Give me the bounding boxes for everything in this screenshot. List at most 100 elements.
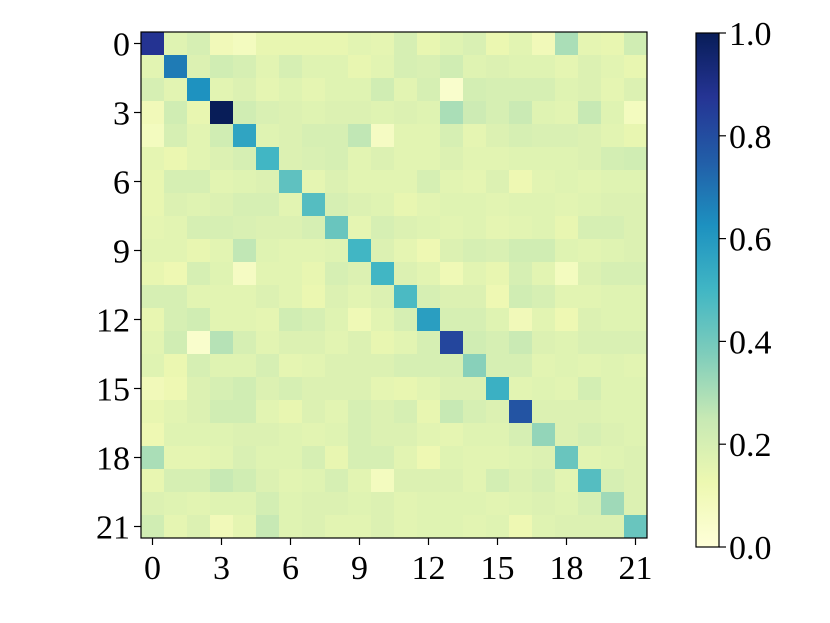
heatmap-cell-11-6 xyxy=(279,285,303,309)
heatmap-cell-7-20 xyxy=(601,193,625,217)
heatmap-cell-6-4 xyxy=(233,170,257,194)
heatmap-cell-1-11 xyxy=(394,55,418,79)
heatmap-cell-10-15 xyxy=(486,262,510,286)
heatmap-cell-7-16 xyxy=(509,193,533,217)
heatmap-cell-5-6 xyxy=(279,147,303,171)
heatmap-cell-12-10 xyxy=(371,308,395,332)
heatmap-cell-10-3 xyxy=(210,262,234,286)
x-tick-label-21: 21 xyxy=(619,550,653,587)
heatmap-cell-17-19 xyxy=(578,423,602,447)
heatmap-cell-2-7 xyxy=(302,78,326,102)
heatmap-cell-1-0 xyxy=(141,55,165,79)
heatmap-cell-4-19 xyxy=(578,124,602,148)
heatmap-cell-18-12 xyxy=(417,446,441,470)
heatmap-cell-14-16 xyxy=(509,354,533,378)
heatmap-cell-21-8 xyxy=(325,515,349,539)
heatmap-cell-0-14 xyxy=(463,32,487,56)
heatmap-cell-19-12 xyxy=(417,469,441,493)
heatmap-cell-21-4 xyxy=(233,515,257,539)
heatmap-cell-5-17 xyxy=(532,147,556,171)
heatmap-cell-13-16 xyxy=(509,331,533,355)
heatmap-cell-15-18 xyxy=(555,377,579,401)
heatmap-cell-1-6 xyxy=(279,55,303,79)
heatmap-cell-16-1 xyxy=(164,400,188,424)
heatmap-cell-10-18 xyxy=(555,262,579,286)
heatmap-cell-20-5 xyxy=(256,492,280,516)
heatmap-cell-13-8 xyxy=(325,331,349,355)
heatmap-cell-10-20 xyxy=(601,262,625,286)
heatmap-cell-11-16 xyxy=(509,285,533,309)
heatmap-cell-0-5 xyxy=(256,32,280,56)
heatmap-cell-7-1 xyxy=(164,193,188,217)
heatmap-cell-14-5 xyxy=(256,354,280,378)
heatmap-cell-7-4 xyxy=(233,193,257,217)
heatmap-cell-12-6 xyxy=(279,308,303,332)
heatmap-cell-8-5 xyxy=(256,216,280,240)
heatmap-cell-21-6 xyxy=(279,515,303,539)
heatmap-cell-14-0 xyxy=(141,354,165,378)
heatmap-cell-9-8 xyxy=(325,239,349,263)
heatmap-cell-6-9 xyxy=(348,170,372,194)
heatmap-cell-16-13 xyxy=(440,400,464,424)
heatmap-cell-1-4 xyxy=(233,55,257,79)
heatmap-cell-2-21 xyxy=(624,78,648,102)
heatmap-cell-17-15 xyxy=(486,423,510,447)
heatmap-cell-13-3 xyxy=(210,331,234,355)
heatmap-cell-2-13 xyxy=(440,78,464,102)
heatmap-cell-7-2 xyxy=(187,193,211,217)
heatmap-cell-12-19 xyxy=(578,308,602,332)
heatmap-cell-15-20 xyxy=(601,377,625,401)
heatmap-cell-19-20 xyxy=(601,469,625,493)
heatmap-cell-19-10 xyxy=(371,469,395,493)
heatmap-cell-12-14 xyxy=(463,308,487,332)
heatmap-cell-10-12 xyxy=(417,262,441,286)
heatmap-cell-17-17 xyxy=(532,423,556,447)
heatmap-cell-6-19 xyxy=(578,170,602,194)
heatmap-cell-11-19 xyxy=(578,285,602,309)
heatmap-cell-7-3 xyxy=(210,193,234,217)
heatmap-cell-7-12 xyxy=(417,193,441,217)
colorbar-tick-label-0.2: 0.2 xyxy=(729,427,772,464)
heatmap-cell-2-12 xyxy=(417,78,441,102)
heatmap-cell-21-9 xyxy=(348,515,372,539)
heatmap-cell-3-6 xyxy=(279,101,303,125)
heatmap-cell-6-2 xyxy=(187,170,211,194)
heatmap-cell-0-18 xyxy=(555,32,579,56)
heatmap-cell-19-7 xyxy=(302,469,326,493)
heatmap-cell-20-10 xyxy=(371,492,395,516)
heatmap-cell-6-13 xyxy=(440,170,464,194)
heatmap-cell-3-1 xyxy=(164,101,188,125)
heatmap-cell-2-8 xyxy=(325,78,349,102)
heatmap-cell-12-4 xyxy=(233,308,257,332)
heatmap-cell-12-2 xyxy=(187,308,211,332)
heatmap-cell-4-6 xyxy=(279,124,303,148)
heatmap-cell-17-16 xyxy=(509,423,533,447)
heatmap-cell-3-8 xyxy=(325,101,349,125)
heatmap-cell-1-17 xyxy=(532,55,556,79)
heatmap-cell-7-21 xyxy=(624,193,648,217)
heatmap-cell-12-3 xyxy=(210,308,234,332)
heatmap-cell-15-2 xyxy=(187,377,211,401)
y-tick-label-6: 6 xyxy=(113,165,130,202)
heatmap-cell-2-5 xyxy=(256,78,280,102)
y-tick-label-12: 12 xyxy=(96,303,130,340)
heatmap-cell-2-4 xyxy=(233,78,257,102)
heatmap-cell-0-0 xyxy=(141,32,165,56)
heatmap-cell-16-5 xyxy=(256,400,280,424)
heatmap-cell-15-9 xyxy=(348,377,372,401)
heatmap-cell-8-19 xyxy=(578,216,602,240)
heatmap-cell-15-16 xyxy=(509,377,533,401)
heatmap-cell-15-17 xyxy=(532,377,556,401)
heatmap-cell-15-8 xyxy=(325,377,349,401)
heatmap-cell-13-21 xyxy=(624,331,648,355)
heatmap-cell-16-18 xyxy=(555,400,579,424)
heatmap-cell-16-0 xyxy=(141,400,165,424)
heatmap-cell-20-9 xyxy=(348,492,372,516)
heatmap-cell-3-5 xyxy=(256,101,280,125)
heatmap-cell-4-5 xyxy=(256,124,280,148)
heatmap-cell-16-8 xyxy=(325,400,349,424)
heatmap-cell-0-19 xyxy=(578,32,602,56)
heatmap-cell-18-11 xyxy=(394,446,418,470)
heatmap-cell-6-3 xyxy=(210,170,234,194)
heatmap-cell-5-2 xyxy=(187,147,211,171)
